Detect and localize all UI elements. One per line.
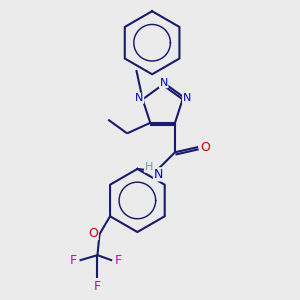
Text: N: N <box>183 93 191 103</box>
Text: N: N <box>160 78 168 88</box>
Text: F: F <box>115 254 122 267</box>
Text: N: N <box>154 168 163 181</box>
Text: N: N <box>135 93 144 103</box>
Text: H: H <box>145 162 153 172</box>
Text: O: O <box>88 226 98 240</box>
Text: O: O <box>200 140 210 154</box>
Text: F: F <box>70 254 77 267</box>
Text: F: F <box>94 280 101 293</box>
